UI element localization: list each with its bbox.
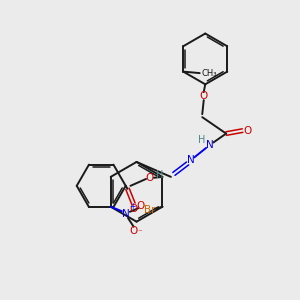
Text: O: O — [136, 201, 145, 211]
Text: CH₃: CH₃ — [201, 69, 217, 78]
Text: O: O — [244, 126, 252, 136]
Text: O: O — [129, 204, 138, 214]
Text: H: H — [156, 170, 163, 180]
Text: +: + — [130, 202, 136, 211]
Text: O: O — [130, 226, 138, 236]
Text: O: O — [146, 173, 154, 183]
Text: ⁻: ⁻ — [138, 229, 142, 238]
Text: N: N — [122, 209, 130, 219]
Text: N: N — [187, 155, 195, 166]
Text: N: N — [206, 140, 214, 150]
Text: O: O — [200, 91, 208, 101]
Text: Br: Br — [144, 205, 156, 215]
Text: H: H — [198, 134, 205, 145]
